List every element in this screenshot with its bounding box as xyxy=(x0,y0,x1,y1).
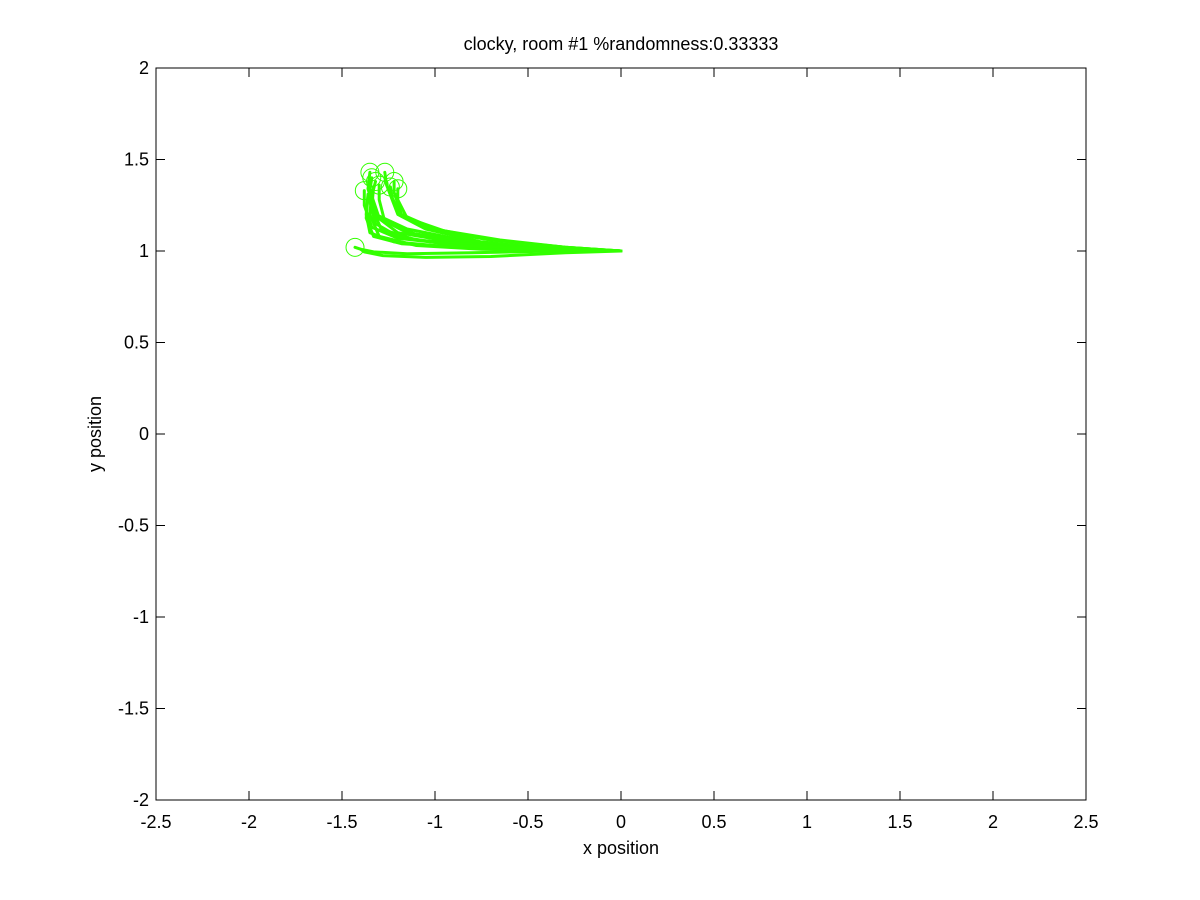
x-tick-label: 1 xyxy=(802,812,812,832)
chart-title: clocky, room #1 %randomness:0.33333 xyxy=(464,34,779,54)
marker-layer xyxy=(345,162,408,257)
end-marker-9 xyxy=(362,168,382,188)
y-tick-label: -2 xyxy=(133,790,149,810)
y-tick-label: 1 xyxy=(139,241,149,261)
x-tick-label: -0.5 xyxy=(512,812,543,832)
y-tick-label: 1.5 xyxy=(124,150,149,170)
y-tick-label: 0.5 xyxy=(124,333,149,353)
y-tick-label: -1 xyxy=(133,607,149,627)
y-tick-label: -1.5 xyxy=(118,699,149,719)
trajectory-line-8 xyxy=(388,185,623,253)
y-tick-label: -0.5 xyxy=(118,516,149,536)
x-tick-label: 1.5 xyxy=(887,812,912,832)
end-marker-10 xyxy=(345,237,365,257)
end-marker-7 xyxy=(369,175,389,195)
tick-layer: -2.5 -2 -1.5 -1 -0.5 0 0.5 1 1.5 2 2.5-2-1.5-1-0.5… xyxy=(118,58,1099,832)
plot-background xyxy=(156,68,1086,800)
end-marker-8 xyxy=(380,177,400,197)
x-tick-label: -1.5 xyxy=(326,812,357,832)
x-tick-label: 0.5 xyxy=(701,812,726,832)
trajectory-line-16 xyxy=(368,181,623,253)
y-axis-label: y position xyxy=(85,396,105,472)
end-marker-4 xyxy=(388,179,408,199)
x-axis-label: x position xyxy=(583,838,659,858)
trajectory-line-10 xyxy=(359,247,623,259)
x-tick-label: -2 xyxy=(241,812,257,832)
series-layer xyxy=(353,170,623,259)
x-tick-label: 2.5 xyxy=(1073,812,1098,832)
y-tick-label: 0 xyxy=(139,424,149,444)
x-tick-label: 0 xyxy=(616,812,626,832)
end-marker-6 xyxy=(354,181,374,201)
x-tick-label: -1 xyxy=(427,812,443,832)
x-tick-label: -2.5 xyxy=(140,812,171,832)
y-tick-label: 2 xyxy=(139,58,149,78)
x-tick-label: 2 xyxy=(988,812,998,832)
